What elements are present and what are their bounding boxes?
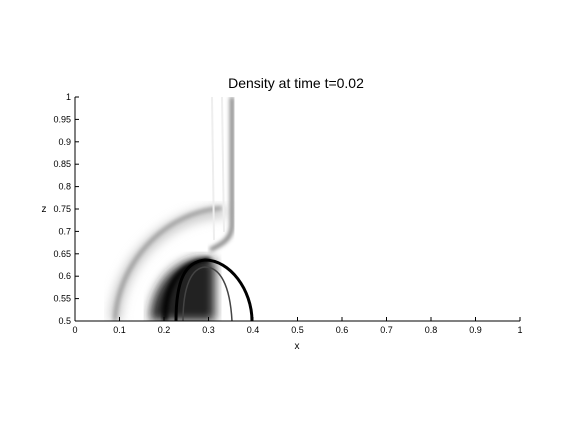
x-tick-label: 0.8 [425, 325, 438, 335]
y-tick-label: 0.95 [53, 114, 71, 124]
x-tick-label: 0.4 [247, 325, 260, 335]
y-tick-label: 0.85 [53, 159, 71, 169]
x-tick-label: 0 [72, 325, 77, 335]
y-tick-label: 0.75 [53, 204, 71, 214]
x-tick-label: 0.3 [202, 325, 215, 335]
x-tick-label: 0.6 [336, 325, 349, 335]
x-tick-label: 1 [517, 325, 522, 335]
y-tick-label: 0.65 [53, 249, 71, 259]
x-tick-label: 0.7 [380, 325, 393, 335]
density-image [109, 97, 254, 321]
y-axis-label: z [42, 204, 47, 215]
y-tick-label: 0.7 [58, 226, 71, 236]
x-tick-label: 0.5 [291, 325, 304, 335]
axes [74, 97, 520, 322]
x-tick-label: 0.2 [158, 325, 171, 335]
y-tick-label: 0.55 [53, 294, 71, 304]
x-tick-label: 0.9 [469, 325, 482, 335]
y-tick-label: 0.8 [58, 182, 71, 192]
y-tick-label: 0.6 [58, 271, 71, 281]
y-tick-label: 0.5 [58, 316, 71, 326]
y-tick-label: 1 [66, 92, 71, 102]
chart-title: Density at time t=0.02 [228, 75, 364, 91]
x-axis-label: x [295, 341, 300, 352]
x-tick-label: 0.1 [113, 325, 126, 335]
y-tick-label: 0.9 [58, 137, 71, 147]
